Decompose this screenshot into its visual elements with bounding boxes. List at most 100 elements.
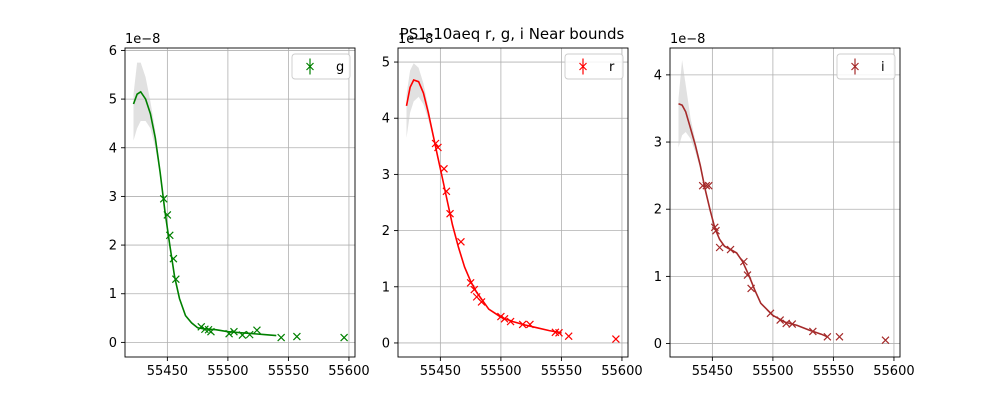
data-point — [702, 181, 711, 190]
y-tick-label: 2 — [109, 239, 117, 254]
data-point — [555, 328, 563, 337]
data-point — [207, 327, 215, 336]
data-point — [526, 320, 534, 329]
data-point — [611, 335, 620, 343]
y-tick-label: 1 — [109, 287, 117, 302]
y-offset-label: 1e−8 — [670, 32, 705, 47]
x-tick-label: 55500 — [207, 364, 248, 379]
x-tick-label: 55600 — [601, 364, 642, 379]
data-point — [496, 312, 505, 321]
data-point — [292, 332, 301, 341]
panel-i: 55450 55500 55550 55600 0 1 2 3 4 1e−8 i — [654, 32, 915, 379]
legend-marker — [851, 62, 859, 71]
y-tick-label: 3 — [382, 168, 390, 183]
data-point — [712, 226, 720, 235]
data-point — [500, 314, 509, 323]
data-point — [230, 327, 238, 336]
data-point — [245, 330, 254, 339]
data-point — [776, 316, 785, 324]
axes-frame — [124, 47, 356, 358]
y-tick-label: 5 — [109, 93, 117, 108]
data-point — [835, 332, 844, 341]
data-point — [340, 333, 349, 342]
data-point — [726, 245, 735, 254]
data-point — [159, 194, 168, 203]
data-point — [747, 284, 756, 293]
data-point — [715, 243, 724, 252]
panel-r: 55450 55500 55550 55600 0 1 2 3 4 5 1e−8 r — [382, 32, 643, 379]
data-point — [823, 332, 832, 341]
data-point — [434, 143, 442, 152]
x-tick-label: 55450 — [692, 364, 733, 379]
data-point — [477, 298, 486, 306]
y-tick-label: 4 — [654, 68, 662, 83]
data-point — [564, 332, 573, 341]
data-point — [165, 231, 174, 240]
data-point — [881, 336, 890, 345]
axes-frame — [669, 47, 901, 358]
x-tick-label: 55600 — [873, 364, 914, 379]
panel-g: 55450 55500 55550 55600 0 1 2 3 4 5 6 1e−8 g — [109, 32, 370, 379]
legend-label: i — [881, 60, 885, 75]
y-tick-label: 3 — [654, 136, 662, 151]
data-point — [466, 278, 475, 287]
legend-label: g — [336, 60, 344, 75]
x-tick-label: 55550 — [813, 364, 854, 379]
data-point — [457, 237, 465, 246]
data-point — [253, 326, 261, 335]
y-tick-label: 4 — [109, 141, 117, 156]
x-tick-label: 55450 — [420, 364, 461, 379]
y-tick-label: 3 — [109, 190, 117, 205]
x-tick-label: 55450 — [147, 364, 188, 379]
legend-box — [836, 53, 896, 80]
uncertainty-band — [133, 62, 161, 175]
data-point — [506, 317, 515, 326]
legend-label: r — [609, 60, 615, 75]
data-point — [238, 331, 247, 340]
y-tick-label: 5 — [382, 56, 390, 71]
data-point — [225, 329, 234, 338]
figure-title: PS1-10aeq r, g, i Near bounds — [400, 25, 625, 43]
legend-marker — [306, 62, 314, 71]
legend: i — [836, 53, 896, 80]
data-point — [440, 164, 448, 173]
x-tick-label: 55500 — [752, 364, 793, 379]
y-tick-label: 1 — [382, 280, 390, 295]
data-point — [169, 254, 178, 263]
y-tick-label: 4 — [382, 112, 390, 127]
data-point — [163, 210, 172, 219]
y-tick-label: 0 — [109, 336, 117, 351]
y-offset-label: 1e−8 — [125, 32, 160, 47]
data-point — [808, 327, 817, 336]
legend-box — [291, 53, 351, 80]
y-offset-label: 1e−8 — [398, 32, 433, 47]
data-point — [431, 139, 440, 148]
legend: g — [291, 53, 351, 80]
x-tick-label: 55500 — [480, 364, 521, 379]
data-point — [743, 271, 752, 279]
y-tick-label: 2 — [654, 203, 662, 218]
data-point — [277, 333, 286, 342]
x-tick-label: 55550 — [541, 364, 582, 379]
x-tick-label: 55550 — [268, 364, 309, 379]
data-point — [446, 209, 454, 218]
data-point — [171, 275, 180, 284]
x-tick-label: 55600 — [328, 364, 369, 379]
y-tick-label: 2 — [382, 224, 390, 239]
fit-line — [405, 79, 562, 334]
legend: r — [564, 53, 624, 80]
fit-line — [132, 90, 277, 337]
data-point — [518, 320, 527, 329]
data-point — [704, 181, 713, 190]
y-tick-label: 1 — [654, 270, 662, 285]
y-tick-label: 6 — [109, 44, 117, 59]
axes-frame — [397, 47, 629, 358]
legend-marker — [579, 62, 587, 71]
fit-line — [678, 103, 828, 338]
data-point — [788, 320, 797, 329]
data-point — [197, 322, 206, 331]
legend-box — [564, 53, 624, 80]
y-tick-label: 0 — [654, 337, 662, 352]
